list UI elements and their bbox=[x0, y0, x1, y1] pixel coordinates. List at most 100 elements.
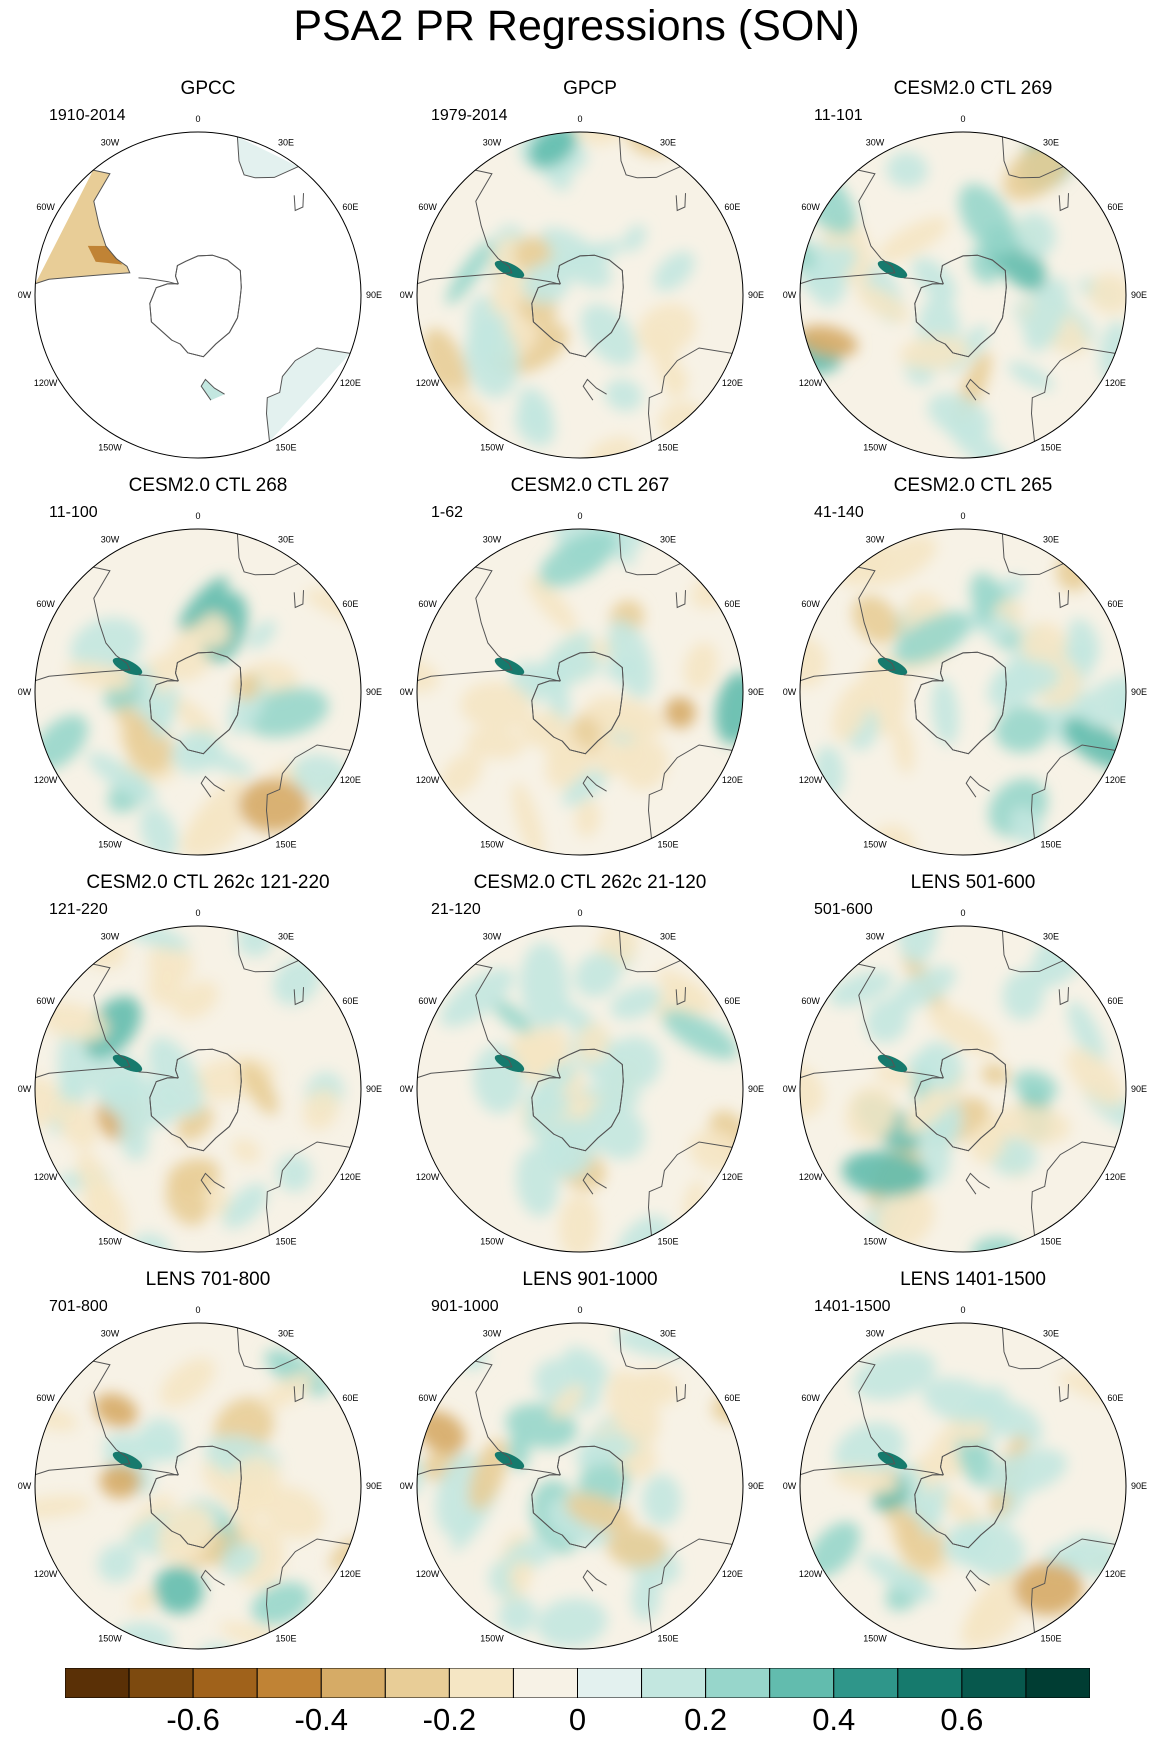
anomaly-patch bbox=[715, 672, 743, 745]
longitude-label: 30E bbox=[1043, 932, 1059, 942]
longitude-label: 150W bbox=[98, 442, 122, 452]
coastline bbox=[1058, 193, 1069, 212]
anomaly-patch bbox=[465, 728, 525, 759]
anomaly-patch bbox=[992, 1104, 1071, 1145]
colorbar-tick-label: -0.4 bbox=[294, 1702, 348, 1737]
anomaly-patch bbox=[526, 575, 578, 633]
anomaly-patch bbox=[862, 1553, 935, 1601]
longitude-label: 90E bbox=[366, 290, 382, 300]
anomaly-patch bbox=[550, 1384, 584, 1419]
longitude-label: 120E bbox=[1105, 378, 1126, 388]
anomaly-patch bbox=[508, 1560, 533, 1589]
longitude-label: 30W bbox=[483, 932, 502, 942]
map-panel: CESM2.0 CTL 262c 21-120 21-120 0 30E 60E 90E 1… bbox=[400, 862, 780, 1257]
anomaly-patch bbox=[876, 1189, 935, 1250]
coastline bbox=[417, 169, 513, 285]
map-field bbox=[35, 1323, 361, 1649]
anomaly-patch bbox=[112, 1451, 143, 1470]
longitude-label: 120W bbox=[799, 1569, 823, 1579]
anomaly-patch bbox=[260, 1486, 324, 1539]
longitude-label: 30W bbox=[101, 1329, 120, 1339]
longitude-label: 30E bbox=[660, 1329, 676, 1339]
anomaly-patch bbox=[494, 1054, 525, 1073]
longitude-label: 30E bbox=[278, 932, 294, 942]
panel-title: GPCC bbox=[180, 78, 236, 99]
colorbar-swatch bbox=[256, 1668, 322, 1698]
longitude-label: 30E bbox=[660, 535, 676, 545]
anomaly-patch bbox=[800, 636, 827, 688]
colorbar-swatch bbox=[65, 1668, 130, 1698]
anomaly-patch bbox=[498, 1596, 537, 1635]
anomaly-patch bbox=[587, 436, 638, 458]
panel-year-range: 11-100 bbox=[49, 504, 98, 521]
anomaly-patch bbox=[931, 678, 959, 746]
coastline bbox=[582, 378, 607, 401]
colorbar-swatch bbox=[1025, 1668, 1090, 1698]
coastline bbox=[1001, 1327, 1064, 1370]
anomaly-patch bbox=[841, 1150, 928, 1197]
longitude-label: 60E bbox=[342, 599, 358, 609]
anomaly-patch bbox=[494, 260, 525, 279]
longitude-label: 0 bbox=[195, 908, 200, 918]
map-panel: LENS 501-600501-600030E60E90E120E150E180… bbox=[783, 862, 1153, 1257]
anomaly-patch bbox=[1021, 622, 1067, 668]
longitude-label: 0 bbox=[577, 908, 582, 918]
map-field bbox=[417, 132, 743, 458]
anomaly-patch bbox=[928, 1004, 1000, 1056]
longitude-label: 90E bbox=[748, 290, 764, 300]
anomaly-patch bbox=[576, 1023, 610, 1063]
map-field bbox=[800, 1323, 1126, 1649]
anomaly-patch bbox=[610, 986, 662, 1020]
longitude-label: 30W bbox=[483, 535, 502, 545]
panel-title: CESM2.0 CTL 269 bbox=[893, 78, 1053, 99]
anomaly-patch bbox=[238, 778, 309, 832]
panel-title: LENS 701-800 bbox=[145, 1269, 271, 1290]
anomaly-patch bbox=[574, 799, 601, 838]
coastline bbox=[236, 533, 299, 576]
anomaly-patch bbox=[877, 1054, 908, 1073]
antarctica-outline bbox=[914, 651, 1007, 755]
longitude-label: 90W bbox=[18, 290, 32, 300]
anomaly-patch bbox=[683, 642, 718, 692]
longitude-label: 30W bbox=[101, 535, 120, 545]
coastline bbox=[1030, 1538, 1116, 1633]
anomaly-patch bbox=[231, 1138, 261, 1163]
colorbar-tick-label: -0.2 bbox=[422, 1702, 477, 1737]
anomaly-patch bbox=[539, 530, 617, 588]
antarctica-outline bbox=[149, 651, 242, 755]
longitude-label: 60E bbox=[1107, 202, 1123, 212]
coastline bbox=[1030, 347, 1116, 442]
anomaly-patch bbox=[891, 965, 957, 1011]
anomaly-patch bbox=[853, 1349, 936, 1401]
coastline bbox=[293, 1384, 304, 1403]
longitude-label: 0 bbox=[577, 114, 582, 124]
land-anomaly bbox=[201, 379, 225, 401]
antarctica-outline bbox=[149, 254, 242, 358]
coastline bbox=[675, 590, 686, 609]
longitude-label: 90E bbox=[1131, 1481, 1147, 1491]
anomaly-patch bbox=[800, 325, 858, 358]
longitude-label: 90W bbox=[783, 687, 797, 697]
anomaly-patch bbox=[251, 1582, 311, 1625]
anomaly-patch bbox=[969, 1122, 1005, 1164]
longitude-label: 60W bbox=[36, 996, 55, 1006]
longitude-label: 60E bbox=[724, 996, 740, 1006]
anomaly-patch bbox=[157, 1505, 215, 1564]
longitude-label: 0 bbox=[960, 511, 965, 521]
longitude-label: 90W bbox=[783, 1084, 797, 1094]
longitude-label: 0 bbox=[960, 908, 965, 918]
colorbar-swatch bbox=[128, 1668, 194, 1698]
map-boundary bbox=[799, 925, 1127, 1253]
coastline bbox=[903, 674, 944, 682]
anomaly-patch bbox=[512, 781, 545, 855]
anomaly-patch bbox=[1067, 618, 1100, 666]
anomaly-patch bbox=[303, 1088, 339, 1131]
longitude-label: 60E bbox=[1107, 599, 1123, 609]
anomaly-patch bbox=[260, 1372, 314, 1411]
anomaly-patch bbox=[992, 660, 1061, 697]
coastline bbox=[800, 963, 896, 1079]
colorbar-tick-label: 0 bbox=[568, 1702, 587, 1737]
land-anomaly bbox=[266, 348, 351, 442]
anomaly-patch bbox=[855, 284, 910, 323]
map-field bbox=[417, 529, 743, 855]
